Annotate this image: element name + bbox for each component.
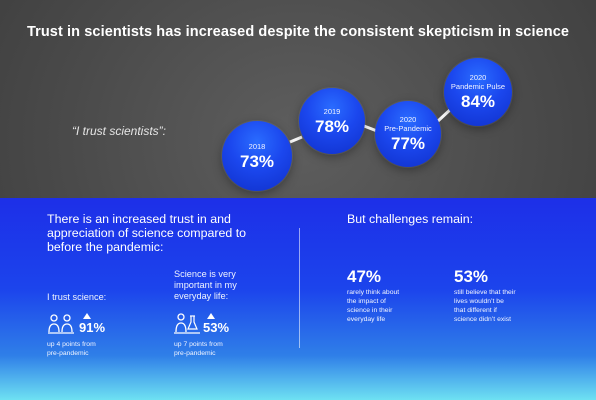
bubble-2020-pre-pandemic: 2020 Pre-Pandemic 77% bbox=[375, 101, 441, 167]
stat-47-line-1: rarely think about bbox=[347, 289, 400, 296]
left-lead: There is an increased trust in and appre… bbox=[47, 212, 247, 254]
stat-53-line-4: science didn’t exist bbox=[454, 316, 512, 323]
stat-53-line-3: that different if bbox=[454, 307, 497, 314]
trust-science-note-2: pre-pandemic bbox=[47, 350, 89, 357]
bubble-year: 2020 bbox=[469, 73, 487, 82]
bubble-sub: Pandemic Pulse bbox=[450, 82, 506, 91]
up-arrow-icon bbox=[83, 313, 91, 319]
bubble-year: 2020 bbox=[399, 115, 417, 124]
summary-panel bbox=[0, 198, 596, 400]
importance-label-3: everyday life: bbox=[174, 291, 229, 301]
up-arrow-icon bbox=[207, 313, 215, 319]
people-icon bbox=[48, 314, 74, 334]
bubble-value: 73% bbox=[239, 151, 275, 171]
bubble-year: 2018 bbox=[248, 141, 266, 151]
importance-note-1: up 7 points from bbox=[174, 341, 223, 348]
right-lead: But challenges remain: bbox=[347, 212, 474, 226]
bubble-value: 77% bbox=[390, 134, 426, 153]
trust-science-note-1: up 4 points from bbox=[47, 341, 96, 348]
bubble-value: 78% bbox=[314, 116, 350, 136]
importance-value: 53% bbox=[203, 320, 230, 335]
connector-1 bbox=[289, 135, 303, 144]
bubble-2019: 2019 78% bbox=[299, 88, 365, 154]
importance-note-2: pre-pandemic bbox=[174, 350, 216, 357]
trust-science-value: 91% bbox=[79, 320, 106, 335]
bubble-2020-pandemic-pulse: 2020 Pandemic Pulse 84% bbox=[444, 58, 512, 126]
trust-science-label: I trust science: bbox=[47, 292, 107, 302]
bubble-2018: 2018 73% bbox=[222, 121, 292, 191]
stat-47-line-4: everyday life bbox=[347, 316, 386, 323]
importance-label-1: Science is very bbox=[174, 269, 236, 279]
stat-53-line-1: still believe that their bbox=[454, 289, 516, 296]
stat-47-line-3: science in their bbox=[347, 307, 393, 314]
importance-label-2: important in my bbox=[174, 280, 237, 290]
quote-label: “I trust scientists”: bbox=[72, 124, 167, 138]
page-title: Trust in scientists has increased despit… bbox=[26, 24, 570, 40]
stat-53-line-2: lives wouldn’t be bbox=[454, 298, 504, 305]
connector-2 bbox=[363, 124, 378, 133]
scientist-icon bbox=[174, 313, 200, 334]
bubble-year: 2019 bbox=[323, 106, 341, 116]
bubble-value: 84% bbox=[460, 92, 496, 111]
stat-47-value: 47% bbox=[347, 267, 382, 286]
bubble-sub: Pre-Pandemic bbox=[384, 124, 432, 133]
stat-47-line-2: the impact of bbox=[347, 298, 386, 305]
stat-53-value: 53% bbox=[454, 267, 489, 286]
panel-divider bbox=[299, 228, 300, 348]
